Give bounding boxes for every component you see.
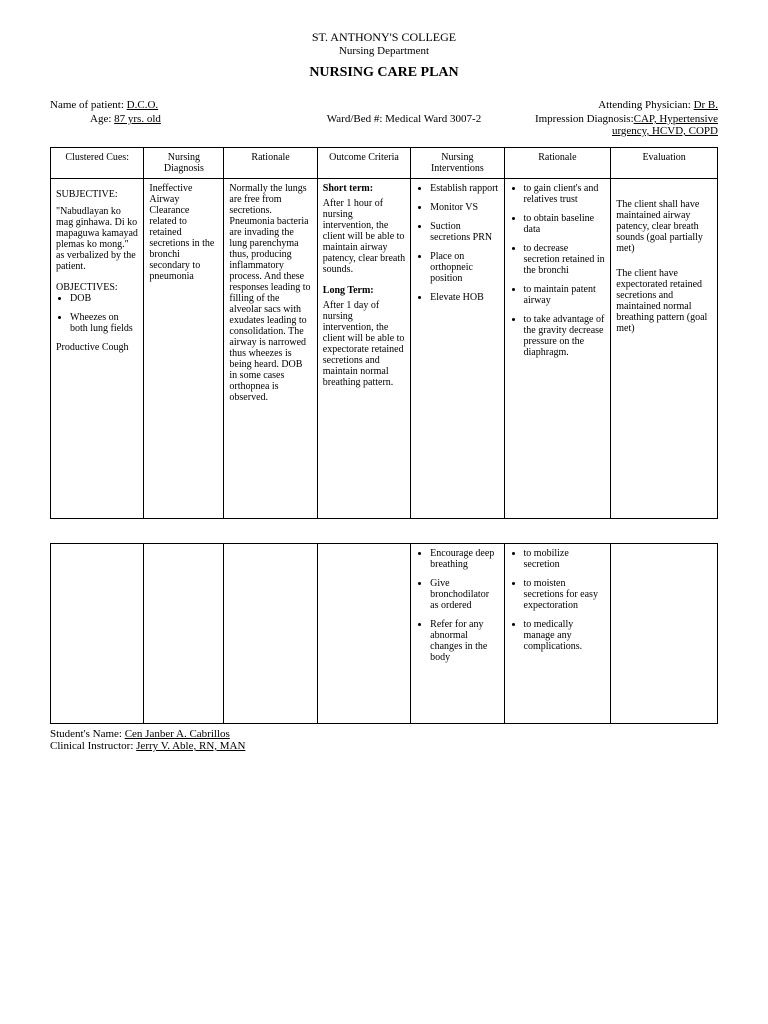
cell-cues: SUBJECTIVE: "Nabudlayan ko mag ginhawa. … (51, 179, 144, 519)
meta-row-2: Age: 87 yrs. old Ward/Bed #: Medical War… (50, 113, 718, 137)
rationale-item: to obtain baseline data (524, 213, 606, 235)
subjective-label: SUBJECTIVE: (56, 189, 138, 200)
document-title: NURSING CARE PLAN (50, 65, 718, 81)
cell-cues-empty (51, 544, 144, 724)
document-header: ST. ANTHONY'S COLLEGE Nursing Department… (50, 30, 718, 81)
rationale-item: to gain client's and relatives trust (524, 183, 606, 205)
age-value: 87 yrs. old (114, 113, 161, 125)
intervention-item: Place on orthopneic position (430, 251, 498, 284)
care-plan-table-1: Clustered Cues: Nursing Diagnosis Ration… (50, 147, 718, 519)
department-name: Nursing Department (50, 45, 718, 57)
cell-diagnosis: Ineffective Airway Clearance related to … (144, 179, 224, 519)
col-evaluation: Evaluation (611, 148, 718, 179)
table-row: SUBJECTIVE: "Nabudlayan ko mag ginhawa. … (51, 179, 718, 519)
rationale-item: to medically manage any complications. (524, 619, 606, 652)
col-diagnosis: Nursing Diagnosis (144, 148, 224, 179)
rationale-item: to mobilize secretion (524, 548, 606, 570)
col-rationale-1: Rationale (224, 148, 317, 179)
evaluation-p2: The client have expectorated retained se… (616, 268, 712, 334)
instructor-value: Jerry V. Able, RN, MAN (136, 740, 245, 752)
long-term-label: Long Term: (323, 285, 405, 296)
evaluation-p1: The client shall have maintained airway … (616, 199, 712, 254)
physician-value: Dr B. (694, 99, 718, 111)
rationale-item: to decrease secretion retained in the br… (524, 243, 606, 276)
cell-interventions-2: Encourage deep breathing Give bronchodil… (411, 544, 504, 724)
patient-label: Name of patient: (50, 99, 124, 111)
cell-evaluation-empty (611, 544, 718, 724)
cell-rationale-1-empty (224, 544, 317, 724)
intervention-item: Refer for any abnormal changes in the bo… (430, 619, 498, 663)
col-outcome: Outcome Criteria (317, 148, 410, 179)
objectives-list: DOB Wheezes on both lung fields (56, 293, 138, 334)
objectives-label: OBJECTIVES: (56, 282, 138, 293)
interventions-list: Establish rapport Monitor VS Suction sec… (416, 183, 498, 303)
intervention-item: Establish rapport (430, 183, 498, 194)
patient-value: D.C.O. (127, 99, 158, 111)
table-row: Encourage deep breathing Give bronchodil… (51, 544, 718, 724)
cell-evaluation: The client shall have maintained airway … (611, 179, 718, 519)
intervention-item: Suction secretions PRN (430, 221, 498, 243)
col-interventions: Nursing Interventions (411, 148, 504, 179)
subjective-quote: "Nabudlayan ko mag ginhawa. Di ko mapagu… (56, 206, 138, 272)
cell-diagnosis-empty (144, 544, 224, 724)
intervention-item: Elevate HOB (430, 292, 498, 303)
student-label: Student's Name: (50, 728, 122, 740)
short-term-text: After 1 hour of nursing intervention, th… (323, 198, 405, 275)
intervention-item: Give bronchodilator as ordered (430, 578, 498, 611)
cell-outcome: Short term: After 1 hour of nursing inte… (317, 179, 410, 519)
intervention-item: Monitor VS (430, 202, 498, 213)
meta-row-1: Name of patient: D.C.O. Attending Physic… (50, 99, 718, 111)
col-rationale-2: Rationale (504, 148, 611, 179)
rationale-list: to gain client's and relatives trust to … (510, 183, 606, 358)
rationale-item: to moisten secretions for easy expectora… (524, 578, 606, 611)
instructor-label: Clinical Instructor: (50, 740, 133, 752)
cell-interventions: Establish rapport Monitor VS Suction sec… (411, 179, 504, 519)
college-name: ST. ANTHONY'S COLLEGE (50, 30, 718, 45)
interventions-list-2: Encourage deep breathing Give bronchodil… (416, 548, 498, 663)
objective-tail: Productive Cough (56, 342, 138, 353)
age-label: Age: (90, 113, 111, 125)
rationale-item: to maintain patent airway (524, 284, 606, 306)
physician-label: Attending Physician: (598, 99, 691, 111)
cell-outcome-empty (317, 544, 410, 724)
ward-label: Ward/Bed #: (327, 113, 383, 125)
cell-rationale-1: Normally the lungs are free from secreti… (224, 179, 317, 519)
document-footer: Student's Name: Cen Janber A. Cabrillos … (50, 728, 718, 752)
rationale-item: to take advantage of the gravity decreas… (524, 314, 606, 358)
objective-item: DOB (70, 293, 138, 304)
table-header-row: Clustered Cues: Nursing Diagnosis Ration… (51, 148, 718, 179)
ward-value: Medical Ward 3007-2 (385, 113, 481, 125)
cell-rationale-2: to gain client's and relatives trust to … (504, 179, 611, 519)
cell-rationale-2b: to mobilize secretion to moisten secreti… (504, 544, 611, 724)
student-value: Cen Janber A. Cabrillos (125, 728, 230, 740)
intervention-item: Encourage deep breathing (430, 548, 498, 570)
long-term-text: After 1 day of nursing intervention, the… (323, 300, 405, 388)
care-plan-table-2: Encourage deep breathing Give bronchodil… (50, 543, 718, 724)
col-cues: Clustered Cues: (51, 148, 144, 179)
impression-label: Impression Diagnosis: (535, 113, 634, 125)
short-term-label: Short term: (323, 183, 405, 194)
objective-item: Wheezes on both lung fields (70, 312, 138, 334)
rationale-list-2: to mobilize secretion to moisten secreti… (510, 548, 606, 652)
